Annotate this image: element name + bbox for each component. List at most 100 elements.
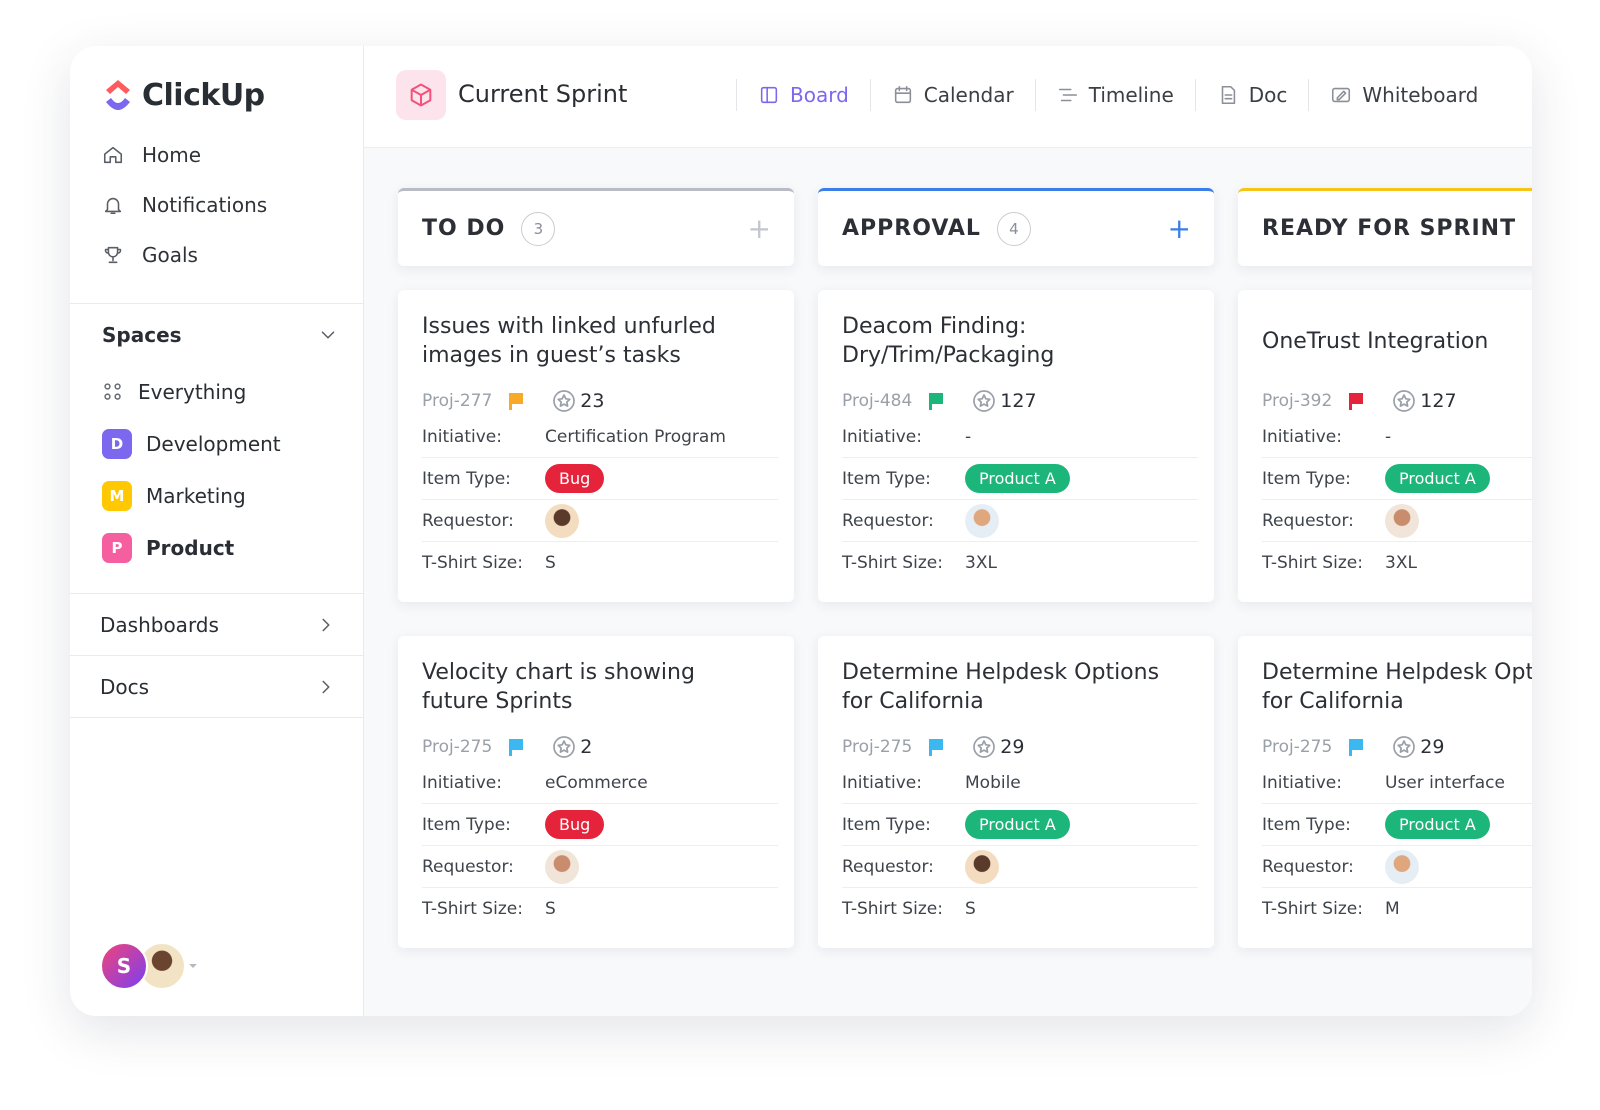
task-card[interactable]: Determine Helpdesk Options for Californi… <box>818 636 1214 948</box>
field-row: Initiative: - <box>842 416 1198 458</box>
task-meta: Proj-275 29 <box>842 732 1198 762</box>
field-label: Item Type: <box>842 468 931 489</box>
requestor-avatar <box>965 503 999 538</box>
nav-item[interactable]: Goals <box>70 230 363 280</box>
field-row: Requestor: <box>422 846 778 888</box>
nav-label: Goals <box>142 243 198 267</box>
task-title: OneTrust Integration <box>1262 328 1489 354</box>
task-id: Proj-392 <box>1262 391 1333 411</box>
view-tab[interactable]: Board <box>736 79 870 111</box>
star-icon <box>1392 735 1416 759</box>
task-card[interactable]: Deacom Finding: Dry/Trim/Packaging Proj-4… <box>818 290 1214 602</box>
spaces-header[interactable]: Spaces <box>70 304 363 366</box>
column: READY FOR SPRINT OneTrust Integration Proj… <box>1238 188 1532 948</box>
nav: Home Notifications Goals <box>70 130 363 304</box>
nav-item[interactable]: Notifications <box>70 180 363 230</box>
star-icon <box>552 389 576 413</box>
field-row: Initiative: Mobile <box>842 762 1198 804</box>
task-id: Proj-484 <box>842 391 913 411</box>
task-meta: Proj-277 23 <box>422 386 778 416</box>
space-item[interactable]: P Product <box>70 522 363 574</box>
task-card[interactable]: Determine Helpdesk Options for Californi… <box>1238 636 1532 948</box>
view-label: Whiteboard <box>1362 83 1479 107</box>
field-label: Initiative: <box>1262 426 1342 447</box>
field-label: Requestor: <box>422 856 514 877</box>
view-label: Calendar <box>923 83 1014 107</box>
item-type-badge: Product A <box>1385 810 1490 839</box>
stars: 23 <box>552 389 604 413</box>
column-title: APPROVAL <box>842 216 981 241</box>
task-title: Issues with linked unfurled images in gu… <box>422 314 716 368</box>
view-tab[interactable]: Whiteboard <box>1308 79 1499 111</box>
view-tab[interactable]: Calendar <box>869 79 1035 111</box>
field-row: Requestor: <box>842 500 1198 542</box>
field-value: 3XL <box>965 553 997 573</box>
nav-label: Notifications <box>142 193 268 217</box>
space-item[interactable]: M Marketing <box>70 470 363 522</box>
star-icon <box>972 735 996 759</box>
field-row: T-Shirt Size: 3XL <box>1262 542 1532 584</box>
add-task[interactable]: + <box>747 212 772 245</box>
field-value: S <box>545 553 556 573</box>
flag <box>926 737 946 757</box>
column-count: 3 <box>521 211 556 246</box>
sprint-title: Current Sprint <box>458 80 628 108</box>
space-badge: M <box>102 481 132 511</box>
section-link[interactable]: Docs <box>70 656 363 718</box>
field-label: T-Shirt Size: <box>1262 553 1363 573</box>
task-card[interactable]: Issues with linked unfurled images in gu… <box>398 290 794 602</box>
field-value: eCommerce <box>545 772 648 793</box>
column-count: 4 <box>996 211 1031 246</box>
task-id: Proj-275 <box>422 737 493 757</box>
field-row: Initiative: Certification Program <box>422 416 778 458</box>
field-row: Requestor: <box>422 500 778 542</box>
chevron <box>317 324 339 346</box>
user-avatar: S <box>100 942 148 990</box>
fields: Initiative: Certification Program Item Typ… <box>422 416 778 584</box>
icon <box>758 84 780 106</box>
everything-icon <box>102 381 124 403</box>
item-type-badge: Product A <box>1385 464 1490 493</box>
requestor-avatar <box>1385 503 1419 538</box>
icon <box>407 81 435 109</box>
field-row: T-Shirt Size: S <box>422 542 778 584</box>
field-value: - <box>965 426 972 447</box>
item-type-badge: Bug <box>545 810 605 839</box>
stars: 127 <box>972 389 1037 413</box>
logo-mark <box>102 78 134 112</box>
users[interactable]: S <box>100 942 200 990</box>
field-label: T-Shirt Size: <box>842 899 943 919</box>
field-label: Item Type: <box>422 468 511 489</box>
add-task[interactable]: + <box>1167 212 1192 245</box>
caret <box>186 959 200 973</box>
field-label: T-Shirt Size: <box>422 899 523 919</box>
field-row: T-Shirt Size: S <box>422 888 778 930</box>
item-type-badge: Product A <box>965 464 1070 493</box>
task-card[interactable]: Velocity chart is showing future Sprints… <box>398 636 794 948</box>
sidebar: ClickUp Home Notifications Goals Spaces Every… <box>70 46 364 1016</box>
space-item[interactable]: Everything <box>70 366 363 418</box>
star-count: 127 <box>1000 390 1037 412</box>
field-row: T-Shirt Size: 3XL <box>842 542 1198 584</box>
task-card[interactable]: OneTrust Integration Proj-392 127 Initiativ… <box>1238 290 1532 602</box>
space-item[interactable]: D Development <box>70 418 363 470</box>
nav-item[interactable]: Home <box>70 130 363 180</box>
flag <box>1346 737 1366 757</box>
field-label: Requestor: <box>1262 856 1354 877</box>
section-link[interactable]: Dashboards <box>70 594 363 656</box>
field-row: Requestor: <box>1262 846 1532 888</box>
field-label: Requestor: <box>842 510 934 531</box>
star-icon <box>1392 389 1416 413</box>
spaces-title: Spaces <box>102 323 182 347</box>
field-label: T-Shirt Size: <box>422 553 523 573</box>
field-value: S <box>545 899 556 919</box>
column: APPROVAL 4 + Deacom Finding: Dry/Trim/Packa… <box>818 188 1214 948</box>
view-tab[interactable]: Timeline <box>1034 79 1195 111</box>
view-tab[interactable]: Doc <box>1194 79 1309 111</box>
field-label: Item Type: <box>1262 814 1351 835</box>
space-label: Everything <box>138 380 247 404</box>
field-row: Item Type: Product A <box>1262 804 1532 846</box>
stars: 127 <box>1392 389 1457 413</box>
stars: 29 <box>1392 735 1444 759</box>
space-label: Marketing <box>146 484 246 508</box>
